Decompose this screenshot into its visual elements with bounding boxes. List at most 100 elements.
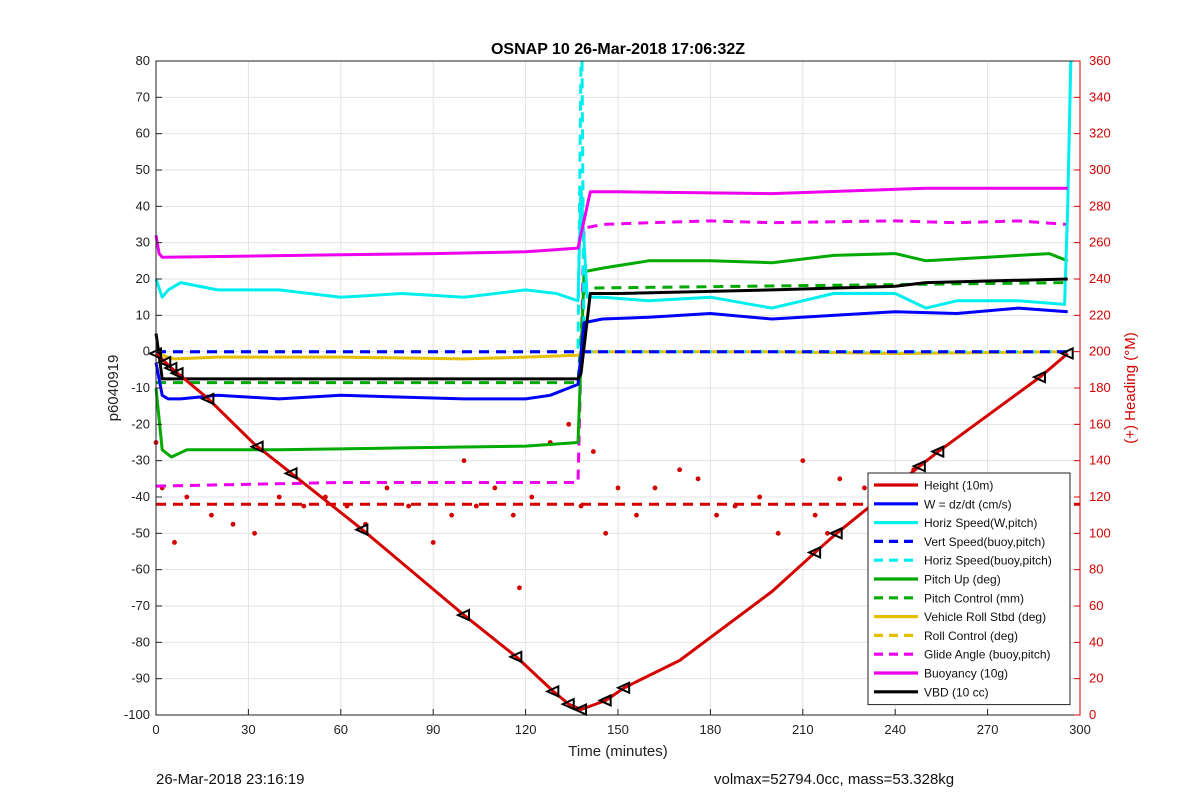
waypoint-marker <box>929 445 945 459</box>
y2-tick-label: 320 <box>1089 126 1111 141</box>
footer-volmax-mass: volmax=52794.0cc, mass=53.328kg <box>714 771 955 788</box>
waypoint-marker <box>597 693 612 708</box>
y2-tick-label: 160 <box>1089 416 1111 431</box>
waypoint-marker <box>507 650 523 664</box>
waypoint-marker <box>572 702 588 717</box>
legend-label: Vert Speed(buoy,pitch) <box>924 535 1045 549</box>
heading-point <box>578 503 584 509</box>
heading-point <box>230 521 236 527</box>
y-tick-label: 40 <box>136 198 150 213</box>
y-tick-label: -70 <box>131 598 150 613</box>
y-tick-label: -40 <box>131 489 150 504</box>
y2-tick-label: 20 <box>1089 671 1103 686</box>
heading-point <box>714 512 719 518</box>
legend-label: Horiz Speed(buoy,pitch) <box>924 554 1052 568</box>
waypoint-marker <box>353 523 369 537</box>
series-pitch-up-deg <box>154 252 1069 459</box>
x-tick-label: 60 <box>334 722 348 737</box>
chart-title: OSNAP 10 26-Mar-2018 17:06:32Z <box>491 41 745 58</box>
waypoint-marker <box>911 459 926 473</box>
y2-tick-label: 280 <box>1089 198 1111 213</box>
waypoint-marker <box>615 681 631 695</box>
waypoint-marker <box>1031 370 1046 384</box>
legend-label: Roll Control (deg) <box>924 629 1018 643</box>
heading-point <box>252 530 257 536</box>
heading-point <box>603 530 609 536</box>
heading-point <box>615 485 621 491</box>
y-tick-label: -80 <box>131 634 150 649</box>
waypoint-marker <box>828 526 843 540</box>
heading-point <box>732 503 738 509</box>
heading-point <box>510 512 516 518</box>
waypoint-marker <box>544 684 560 698</box>
y2-tick-label: 220 <box>1089 307 1111 322</box>
y-tick-label: 80 <box>136 53 150 68</box>
heading-point <box>677 467 682 473</box>
heading-point <box>566 421 572 427</box>
waypoint-marker <box>283 466 298 480</box>
legend-box <box>867 472 1071 706</box>
heading-point <box>461 458 467 464</box>
x-tick-label: 150 <box>607 722 629 737</box>
y-tick-label: 0 <box>143 344 150 359</box>
heading-point <box>430 540 436 545</box>
x-tick-label: 300 <box>1069 722 1091 737</box>
waypoint-marker <box>1059 346 1074 361</box>
y2-tick-label: 60 <box>1089 598 1103 613</box>
y2-tick-label: 40 <box>1089 634 1103 649</box>
y-tick-label: 60 <box>136 126 150 141</box>
heading-point <box>301 503 307 509</box>
y2-tick-label: 80 <box>1089 562 1103 577</box>
y-tick-label: 70 <box>136 89 150 104</box>
heading-point <box>812 512 818 518</box>
heading-point <box>492 485 498 491</box>
y-tick-label: 30 <box>136 235 150 250</box>
heading-point <box>837 476 843 482</box>
heading-point <box>862 485 867 491</box>
y2-tick-label: 100 <box>1089 525 1111 540</box>
y2-tick-label: 360 <box>1089 53 1111 68</box>
series-w-dz-dt-cm-s <box>154 306 1068 401</box>
heading-point <box>209 512 214 518</box>
legend: Height (10m) W = dz/dt (cm/s) Horiz Speed(… <box>867 472 1071 706</box>
y2-tick-label: 260 <box>1089 235 1111 250</box>
x-tick-label: 90 <box>426 722 440 737</box>
legend-label: Vehicle Roll Stbd (deg) <box>924 610 1046 624</box>
footer-timestamp: 26-Mar-2018 23:16:19 <box>156 771 305 788</box>
heading-point <box>800 458 806 464</box>
waypoint-marker <box>169 366 184 380</box>
waypoint-marker <box>249 440 264 454</box>
y-tick-label: -50 <box>131 525 150 540</box>
waypoint-marker <box>806 545 822 560</box>
y-tick-label: 10 <box>136 307 150 322</box>
x-tick-label: 0 <box>152 722 159 737</box>
heading-point <box>184 494 190 500</box>
legend-label: Height (10m) <box>924 479 993 493</box>
legend-label: Horiz Speed(W,pitch) <box>924 516 1037 530</box>
series-vbd-10-cc <box>154 277 1068 381</box>
x-tick-label: 30 <box>241 722 255 737</box>
waypoint-marker <box>162 361 178 375</box>
heading-point <box>517 585 522 591</box>
y2-tick-label: 180 <box>1089 380 1111 395</box>
chart-figure: 0 30 60 90 120 150 180 210 240 270 300 -100-90-80-… <box>105 41 1139 760</box>
legend-label: VBD (10 cc) <box>924 685 989 699</box>
legend-label: Glide Angle (buoy,pitch) <box>924 648 1051 662</box>
y-tick-labels: -100-90-80-70-60-50-40-30-20-10010203040… <box>124 53 162 722</box>
y2-axis-label: (+) Heading (°M) <box>1122 332 1139 443</box>
y2-tick-label: 0 <box>1089 707 1096 722</box>
heading-point <box>344 503 350 509</box>
y-tick-label: -30 <box>131 453 150 468</box>
x-tick-label: 270 <box>977 722 999 737</box>
waypoint-marker <box>455 608 470 622</box>
y-tick-label: -10 <box>131 380 150 395</box>
legend-label: Pitch Control (mm) <box>924 591 1024 605</box>
x-axis-label: Time (minutes) <box>568 743 667 760</box>
heading-point <box>406 503 411 509</box>
heading-point <box>473 503 479 509</box>
heading-point <box>775 530 781 536</box>
y2-tick-label: 240 <box>1089 271 1111 286</box>
heading-point <box>634 512 639 518</box>
waypoint-marker <box>560 697 575 711</box>
heading-point <box>172 540 177 545</box>
